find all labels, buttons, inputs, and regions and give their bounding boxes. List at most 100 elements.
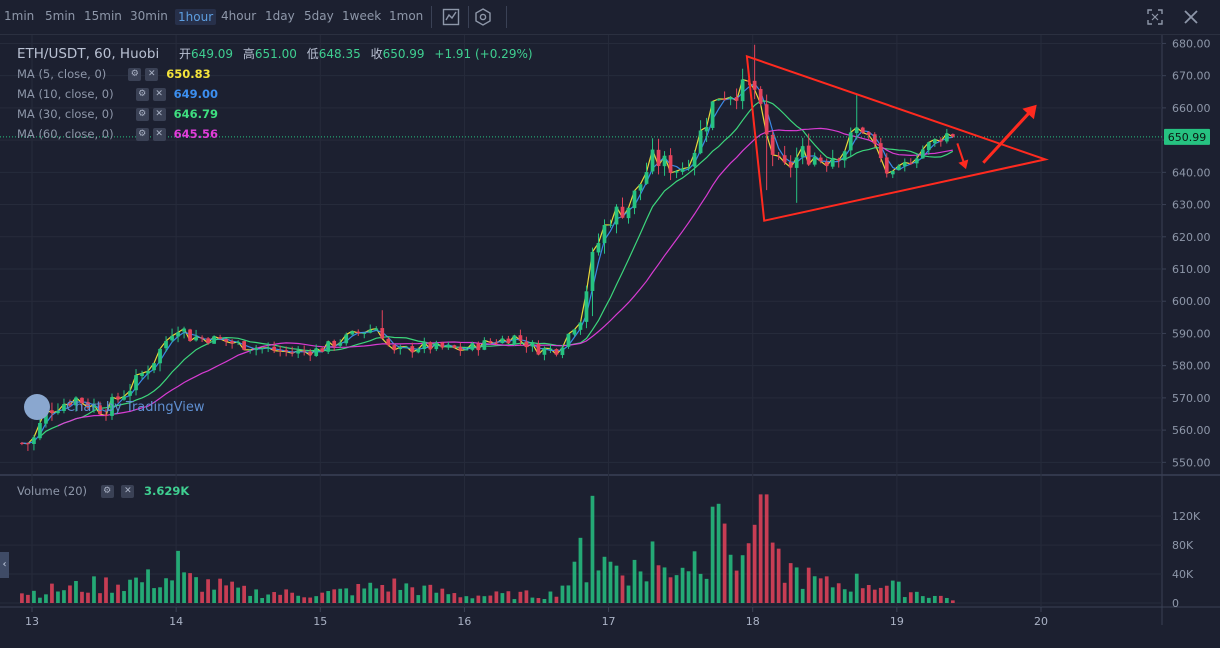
collapse-sidebar-handle[interactable]: ‹ (0, 552, 9, 578)
breakdown-down-arrow-annotation[interactable] (956, 143, 969, 170)
ma-settings-icon[interactable]: ⚙ (135, 88, 149, 101)
breakout-up-arrow-annotation[interactable] (982, 104, 1037, 164)
fullscreen-icon[interactable] (1146, 8, 1164, 26)
ma-settings-icon[interactable]: ⚙ (135, 128, 149, 141)
volume-bar (134, 577, 138, 603)
volume-bar (50, 583, 54, 603)
volume-bar (446, 594, 451, 603)
volume-bar (272, 592, 277, 603)
candle-body (902, 162, 907, 167)
indicator-icon[interactable] (442, 8, 460, 26)
timeframe-1hour[interactable]: 1hour (175, 9, 217, 25)
ma-remove-icon[interactable]: ✕ (152, 108, 166, 121)
volume-bar (902, 597, 907, 603)
ma-settings-icon[interactable]: ⚙ (135, 108, 149, 121)
chart-area[interactable]: 680.00670.00660.00650.00640.00630.00620.… (0, 35, 1220, 644)
candle-body (830, 158, 835, 167)
timeframe-5day[interactable]: 5day (304, 9, 334, 23)
volume-bar (194, 577, 198, 603)
candle-body (554, 349, 559, 355)
candle-body (116, 396, 120, 400)
ma-remove-icon[interactable]: ✕ (145, 68, 159, 81)
close-icon[interactable] (1182, 8, 1200, 26)
ma-legend-row: MA (60, close, 0) ⚙ ✕ 645.56 (17, 127, 218, 141)
time-tick-label: 13 (25, 615, 39, 628)
volume-bar (470, 598, 475, 603)
timeframe-1day[interactable]: 1day (265, 9, 295, 23)
candle-body (140, 373, 144, 377)
ma-legend-row: MA (10, close, 0) ⚙ ✕ 649.00 (17, 87, 218, 101)
candle-body (188, 329, 192, 342)
volume-bar (422, 585, 427, 603)
candle-body (218, 337, 222, 339)
timeframe-1min[interactable]: 1min (4, 9, 35, 23)
timeframe-1mon[interactable]: 1mon (389, 9, 424, 23)
time-tick-label: 16 (457, 615, 471, 628)
ma-value: 650.83 (166, 67, 211, 81)
candle-body (260, 348, 265, 350)
candle-body (410, 346, 415, 353)
candle-body (590, 251, 595, 291)
volume-bar (428, 584, 433, 603)
high-label: 高 (242, 47, 255, 61)
volume-bar (650, 541, 655, 603)
candlestick-chart[interactable]: 680.00670.00660.00650.00640.00630.00620.… (0, 35, 1220, 644)
volume-bar (338, 588, 343, 603)
volume-settings-icon[interactable]: ⚙ (100, 485, 114, 498)
volume-bar (56, 591, 60, 603)
candle-body (752, 80, 757, 90)
volume-tick-label: 120K (1172, 510, 1201, 523)
candle-body (698, 130, 703, 154)
ma-settings-icon[interactable]: ⚙ (128, 68, 142, 81)
timeframe-15min[interactable]: 15min (84, 9, 122, 23)
price-tick-label: 630.00 (1172, 199, 1211, 212)
candle-body (932, 139, 937, 144)
volume-bar (830, 587, 835, 603)
candle-body (848, 132, 853, 151)
price-tick-label: 670.00 (1172, 70, 1211, 83)
volume-bar (32, 590, 36, 603)
candle-body (164, 340, 168, 349)
low-value: 648.35 (318, 47, 361, 61)
candle-body (524, 341, 529, 347)
candle-body (548, 348, 553, 350)
candle-body (86, 402, 90, 408)
candle-body (920, 149, 925, 159)
candle-body (170, 335, 174, 341)
volume-bar (92, 576, 96, 603)
open-value: 649.09 (191, 47, 234, 61)
timeframe-1week[interactable]: 1week (342, 9, 382, 23)
ma-label[interactable]: MA (5, close, 0) (17, 67, 107, 81)
volume-bar (212, 589, 216, 603)
ma-remove-icon[interactable]: ✕ (152, 128, 166, 141)
timeframe-30min[interactable]: 30min (130, 9, 168, 23)
ma-remove-icon[interactable]: ✕ (152, 88, 166, 101)
ma-label[interactable]: MA (30, close, 0) (17, 107, 114, 121)
settings-icon[interactable] (474, 8, 492, 26)
volume-bar (350, 595, 355, 603)
candle-body (764, 104, 769, 135)
candle-body (944, 133, 949, 142)
tradingview-watermark[interactable]: Chart by TradingView (24, 394, 204, 420)
volume-bar (320, 592, 325, 603)
candle-body (428, 342, 433, 350)
volume-bar (38, 597, 42, 603)
volume-bar (734, 570, 739, 603)
volume-bar (776, 548, 781, 603)
volume-bar (584, 582, 589, 603)
volume-bar (182, 572, 186, 603)
ma-label[interactable]: MA (10, close, 0) (17, 87, 114, 101)
ma-label[interactable]: MA (60, close, 0) (17, 127, 114, 141)
symbol-label[interactable]: ETH/USDT, 60, Huobi (17, 46, 160, 62)
volume-close-icon[interactable]: ✕ (121, 485, 135, 498)
volume-bar (626, 585, 631, 603)
timeframe-5min[interactable]: 5min (45, 9, 76, 23)
candle-body (842, 151, 847, 161)
volume-bar (680, 567, 685, 603)
timeframe-4hour[interactable]: 4hour (221, 9, 257, 23)
volume-bar (278, 594, 283, 603)
time-tick-label: 14 (169, 615, 183, 628)
triangle-pattern-annotation[interactable] (745, 54, 1049, 222)
price-tick-label: 580.00 (1172, 360, 1211, 373)
candle-body (794, 157, 799, 168)
